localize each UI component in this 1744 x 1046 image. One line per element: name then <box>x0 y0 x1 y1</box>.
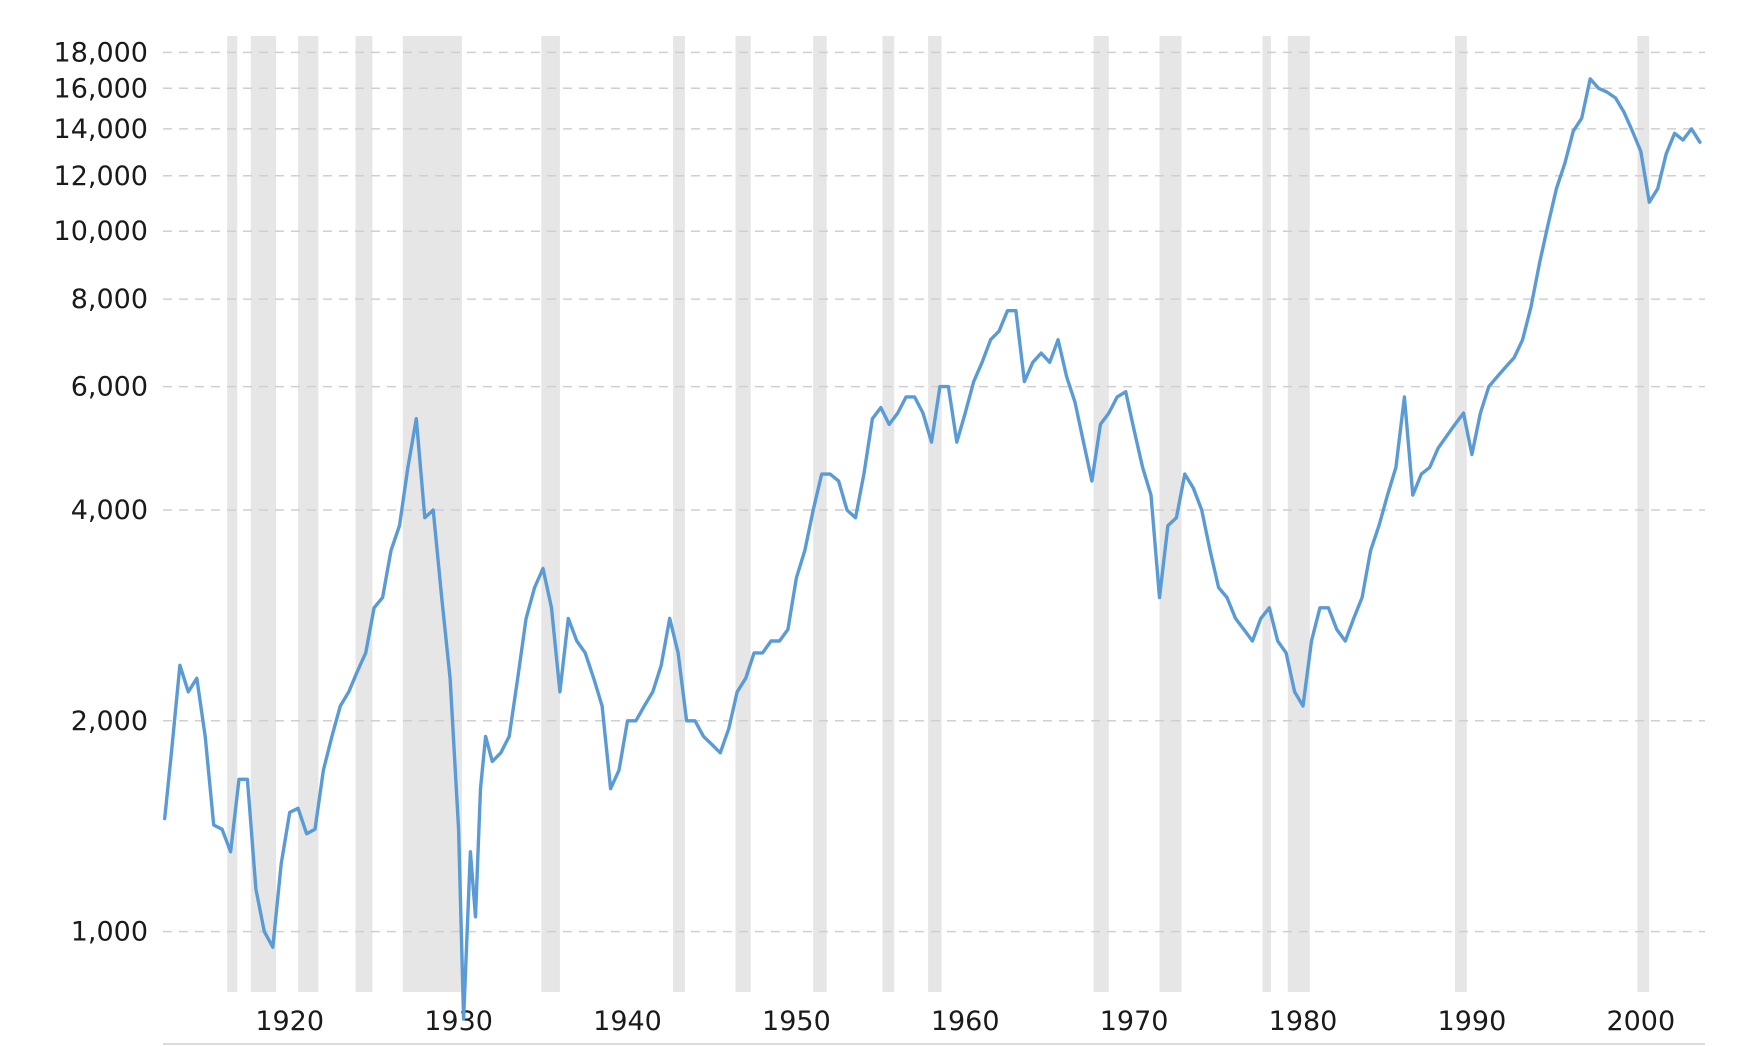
recession-band <box>541 36 560 992</box>
recession-band <box>1287 36 1310 992</box>
recession-band <box>227 36 238 992</box>
series-layer <box>162 77 1702 1021</box>
recession-band <box>298 36 319 992</box>
recession-band <box>928 36 942 992</box>
y-tick-label: 2,000 <box>71 706 148 737</box>
recession-band <box>355 36 373 992</box>
x-tick-label: 1970 <box>1100 1006 1169 1037</box>
x-tick-label: 1920 <box>255 1006 324 1037</box>
x-tick-label: 1960 <box>931 1006 1000 1037</box>
x-axis: 1920 1930 1940 1950 1960 1970 1980 1990 2000 <box>255 1006 1675 1037</box>
y-tick-label: 18,000 <box>54 37 148 68</box>
recession-band <box>882 36 895 992</box>
x-tick-label: 1930 <box>424 1006 493 1037</box>
recession-band <box>735 36 751 992</box>
x-tick-label: 2000 <box>1606 1006 1675 1037</box>
horizontal-gridlines <box>163 51 1705 933</box>
y-axis: 1,000 2,000 4,000 6,000 8,000 10,000 12,000 14,… <box>54 37 148 947</box>
recession-band <box>250 36 277 992</box>
recession-band <box>673 36 685 992</box>
recession-band <box>1159 36 1182 992</box>
y-tick-label: 10,000 <box>54 216 148 247</box>
y-tick-label: 4,000 <box>71 495 148 526</box>
y-tick-label: 8,000 <box>71 284 148 315</box>
recession-band <box>1637 36 1650 992</box>
series-line <box>162 77 1702 1021</box>
y-tick-label: 6,000 <box>71 372 148 403</box>
y-tick-label: 14,000 <box>54 114 148 145</box>
y-tick-label: 16,000 <box>54 73 148 104</box>
y-tick-label: 1,000 <box>71 917 148 948</box>
x-tick-label: 1980 <box>1269 1006 1338 1037</box>
y-tick-label: 12,000 <box>54 161 148 192</box>
x-tick-label: 1940 <box>593 1006 662 1037</box>
recession-band <box>1455 36 1467 992</box>
recession-band <box>1262 36 1271 992</box>
recession-band <box>1093 36 1109 992</box>
x-tick-label: 1990 <box>1438 1006 1507 1037</box>
recession-band <box>813 36 827 992</box>
x-tick-label: 1950 <box>762 1006 831 1037</box>
recession-bands <box>227 36 1650 992</box>
